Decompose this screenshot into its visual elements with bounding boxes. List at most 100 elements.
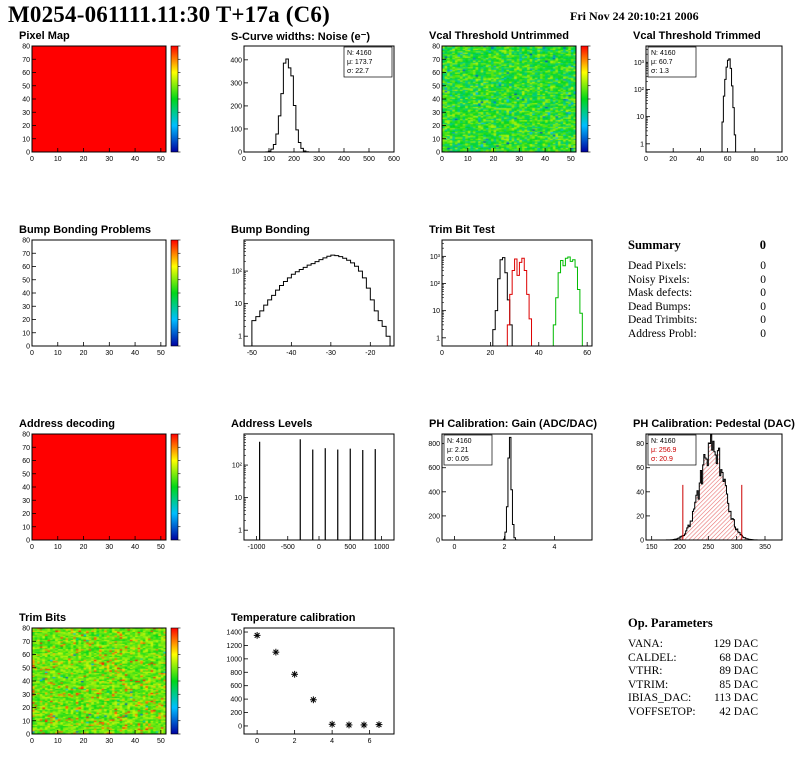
- bb_problems-plot-svg: 0 10 20 30 40 50 0 10 20 30 40 50 60 70 80: [22, 238, 181, 357]
- op-parameters-block: Op. Parameters VANA: 129 DAC CALDEL: 68 …: [628, 616, 758, 719]
- svg-text:20: 20: [80, 350, 88, 357]
- op-parameters-header: Op. Parameters: [628, 616, 758, 631]
- svg-text:60: 60: [22, 70, 30, 77]
- trim_bit_test-plot-svg: 0 20 40 60 1 10 10² 10³: [430, 239, 593, 357]
- summary-label: Noisy Pixels:: [628, 273, 690, 286]
- svg-text:20: 20: [80, 544, 88, 551]
- svg-text:20: 20: [490, 156, 498, 163]
- svg-text:80: 80: [636, 441, 644, 448]
- svg-text:1: 1: [238, 528, 242, 535]
- svg-text:10: 10: [54, 156, 62, 163]
- svg-text:10²: 10²: [430, 281, 441, 288]
- plot-title-vcal-trimmed: Vcal Threshold Trimmed: [633, 30, 761, 42]
- svg-text:80: 80: [751, 156, 759, 163]
- plot-pixel-map: Pixel Map 0 10 20 30 40 50 0 10 20 30 40 50 60 70 80: [6, 30, 206, 170]
- plot-title-ph-pedestal: PH Calibration: Pedestal (DAC): [633, 418, 795, 430]
- svg-text:10: 10: [22, 136, 30, 143]
- temperature-calibration-chart: 0 2 4 6 0 200 400 600 800 1000 1200 1400: [218, 624, 418, 750]
- svg-text:1: 1: [436, 335, 440, 342]
- op-row-ibias-dac: IBIAS_DAC: 113 DAC: [628, 692, 758, 706]
- summary-label: Dead Bumps:: [628, 300, 691, 313]
- svg-text:200: 200: [428, 513, 440, 520]
- svg-text:0: 0: [255, 738, 259, 745]
- svg-text:60: 60: [22, 652, 30, 659]
- svg-text:30: 30: [105, 350, 113, 357]
- plot-trim-bits: Trim Bits 0 10 20 30 40 50 0 10 20 30 40 50 60 70 80: [6, 612, 206, 752]
- svg-text:500: 500: [344, 544, 356, 551]
- svg-text:10: 10: [234, 495, 242, 502]
- svg-text:600: 600: [388, 156, 400, 163]
- summary-value: 0: [760, 260, 766, 272]
- svg-text:10: 10: [22, 330, 30, 337]
- plot-title-bump-bonding: Bump Bonding: [231, 224, 310, 236]
- svg-text:200: 200: [230, 710, 242, 717]
- svg-text:50: 50: [157, 350, 165, 357]
- plot-title-scurve-noise: S-Curve widths: Noise (e⁻): [231, 31, 371, 43]
- op-label: CALDEL:: [628, 651, 677, 664]
- svg-text:50: 50: [22, 277, 30, 284]
- svg-text:20: 20: [22, 317, 30, 324]
- svg-text:μ: 173.7: μ: 173.7: [347, 59, 373, 66]
- svg-text:10: 10: [636, 114, 644, 121]
- svg-text:N: 4160: N: 4160: [347, 50, 372, 57]
- svg-text:20: 20: [432, 123, 440, 130]
- summary-row-dead-pixels: Dead Pixels: 0: [628, 260, 766, 274]
- svg-text:10²: 10²: [634, 87, 645, 94]
- svg-text:300: 300: [313, 156, 325, 163]
- svg-text:80: 80: [22, 44, 30, 51]
- svg-text:600: 600: [230, 683, 242, 690]
- address-levels-chart: -1000 -500 0 500 1000 1 10 10²: [218, 430, 418, 556]
- plot-address-levels: Address Levels -1000 -500 0 500 1000 1 10 10²: [218, 418, 418, 558]
- address-decoding-chart: 0 10 20 30 40 50 0 10 20 30 40 50 60 70 80: [6, 430, 206, 556]
- svg-text:20: 20: [636, 513, 644, 520]
- page-title: M0254-061111.11:30 T+17a (C6): [8, 2, 330, 27]
- svg-text:100: 100: [263, 156, 275, 163]
- op-row-voffsetop: VOFFSETOP: 42 DAC: [628, 706, 758, 720]
- svg-text:0: 0: [440, 350, 444, 357]
- trim_bits-heatmap-cells: [32, 628, 166, 734]
- op-label: IBIAS_DAC:: [628, 692, 692, 704]
- address_levels-plot-svg: -1000 -500 0 500 1000 1 10 10²: [232, 433, 395, 551]
- svg-text:-50: -50: [247, 350, 257, 357]
- svg-text:0: 0: [30, 544, 34, 551]
- plot-title-trim-bits: Trim Bits: [19, 612, 67, 624]
- summary-value: 0: [760, 300, 766, 313]
- svg-text:σ: 0.05: σ: 0.05: [447, 456, 469, 463]
- svg-text:0: 0: [30, 156, 34, 163]
- svg-text:2: 2: [293, 738, 297, 745]
- svg-text:50: 50: [22, 83, 30, 90]
- svg-text:0: 0: [26, 538, 30, 545]
- svg-text:50: 50: [157, 544, 165, 551]
- address_decoding-heatmap-cells: [32, 434, 166, 540]
- svg-text:0: 0: [26, 150, 30, 157]
- svg-text:4: 4: [553, 544, 557, 551]
- vcal-untrimmed-chart: 0 10 20 30 40 50 0 10 20 30 40 50 60 70 80: [416, 42, 616, 168]
- svg-text:μ: 60.7: μ: 60.7: [651, 59, 673, 66]
- svg-text:0: 0: [640, 538, 644, 545]
- summary-value: 0: [760, 273, 766, 286]
- svg-text:200: 200: [674, 544, 686, 551]
- summary-value: 0: [760, 327, 766, 340]
- pixel_map-heatmap-cells: [32, 46, 166, 152]
- plot-title-vcal-untrimmed: Vcal Threshold Untrimmed: [429, 30, 569, 42]
- svg-text:30: 30: [105, 156, 113, 163]
- svg-text:20: 20: [669, 156, 677, 163]
- summary-label: Mask defects:: [628, 287, 693, 299]
- svg-text:200: 200: [230, 103, 242, 110]
- op-label: VTHR:: [628, 665, 663, 677]
- svg-text:0: 0: [30, 738, 34, 745]
- svg-text:10³: 10³: [634, 60, 645, 67]
- plot-title-trim-bit-test: Trim Bit Test: [429, 224, 495, 236]
- plot-address-decoding: Address decoding 0 10 20 30 40 50 0 10 20 30 40 50 6…: [6, 418, 206, 558]
- svg-text:10: 10: [54, 350, 62, 357]
- svg-text:10: 10: [22, 524, 30, 531]
- svg-text:400: 400: [338, 156, 350, 163]
- vcal_trimmed-plot-svg: 0 20 40 60 80 100 1 10 10² 10³ N: 4160 μ: 60.7 σ: 1.…: [634, 45, 788, 163]
- svg-text:-20: -20: [365, 350, 375, 357]
- plot-ph-pedestal: PH Calibration: Pedestal (DAC) 150 200 250…: [620, 418, 796, 558]
- trim-bits-chart: 0 10 20 30 40 50 0 10 20 30 40 50 60 70 80: [6, 624, 206, 750]
- op-row-vtrim: VTRIM: 85 DAC: [628, 679, 758, 693]
- svg-text:0: 0: [26, 344, 30, 351]
- svg-text:150: 150: [646, 544, 658, 551]
